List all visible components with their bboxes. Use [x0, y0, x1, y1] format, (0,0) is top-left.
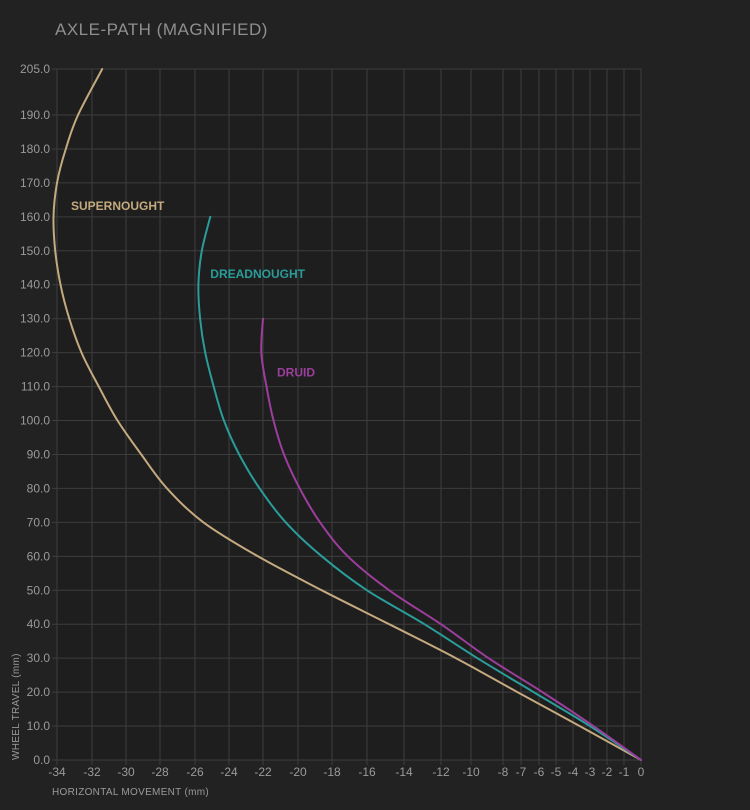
y-tick-label: 190.0: [20, 108, 50, 122]
x-tick-label: -24: [220, 765, 238, 779]
x-tick-labels: -34 -32 -30 -28 -26 -24 -22 -20 -18 -16 -14 -12 -10-…: [48, 765, 644, 779]
x-tick-label: -5: [551, 765, 562, 779]
y-tick-labels: 0.0 10.0 20.0 30.0 40.0 50.0 60.0 70.0 80.0 90.0 1…: [20, 62, 50, 767]
series-line-supernought: [52, 68, 642, 761]
y-axis-label: WHEEL TRAVEL (mm): [11, 653, 22, 760]
series-label-supernought: SUPERNOUGHT: [71, 199, 165, 213]
x-tick-label: -4: [568, 765, 579, 779]
x-tick-label: -6: [534, 765, 545, 779]
y-tick-label: 170.0: [20, 176, 50, 190]
x-tick-label: -1: [619, 765, 630, 779]
x-tick-label: -28: [151, 765, 169, 779]
x-tick-label: -8: [498, 765, 509, 779]
x-tick-label: -34: [48, 765, 66, 779]
x-tick-label: -26: [186, 765, 204, 779]
x-tick-label: -14: [395, 765, 413, 779]
x-tick-label: -3: [585, 765, 596, 779]
x-tick-label: 0: [638, 765, 645, 779]
y-tick-label: 30.0: [27, 651, 51, 665]
y-tick-label: 150.0: [20, 244, 50, 258]
y-tick-label: 140.0: [20, 278, 50, 292]
x-tick-label: -22: [254, 765, 272, 779]
x-tick-label: -7: [516, 765, 527, 779]
plot-area: [57, 69, 641, 760]
chart-title: AXLE-PATH (MAGNIFIED): [55, 20, 268, 39]
y-tick-label: 40.0: [27, 617, 51, 631]
x-tick-label: -32: [83, 765, 101, 779]
x-tick-label: -18: [323, 765, 341, 779]
y-tick-label: 0.0: [33, 753, 50, 767]
series-label-druid: DRUID: [277, 365, 315, 379]
y-tick-label: 205.0: [20, 62, 50, 76]
y-tick-label: 90.0: [27, 447, 51, 461]
y-tick-label: 160.0: [20, 210, 50, 224]
series-label-dreadnought: DREADNOUGHT: [210, 267, 305, 281]
y-tick-label: 20.0: [27, 685, 51, 699]
y-tick-label: 100.0: [20, 414, 50, 428]
y-tick-label: 60.0: [27, 549, 51, 563]
series-lines: [52, 68, 642, 761]
x-tick-label: -2: [602, 765, 613, 779]
y-tick-label: 80.0: [27, 481, 51, 495]
series-line-druid: [260, 317, 642, 761]
series-line-dreadnought: [197, 215, 642, 761]
y-tick-label: 130.0: [20, 312, 50, 326]
y-tick-label: 70.0: [27, 515, 51, 529]
y-tick-label: 110.0: [21, 380, 50, 394]
x-tick-label: -12: [432, 765, 450, 779]
y-tick-label: 10.0: [27, 719, 51, 733]
x-tick-label: -20: [289, 765, 307, 779]
series-labels: SUPERNOUGHT DREADNOUGHT DRUID: [71, 199, 315, 379]
x-tick-label: -30: [117, 765, 135, 779]
x-axis-label: HORIZONTAL MOVEMENT (mm): [52, 787, 209, 798]
y-tick-label: 180.0: [20, 142, 50, 156]
grid: [52, 68, 642, 765]
y-tick-label: 120.0: [20, 346, 50, 360]
y-tick-label: 50.0: [27, 583, 51, 597]
x-tick-label: -16: [358, 765, 376, 779]
x-tick-label: -10: [462, 765, 480, 779]
